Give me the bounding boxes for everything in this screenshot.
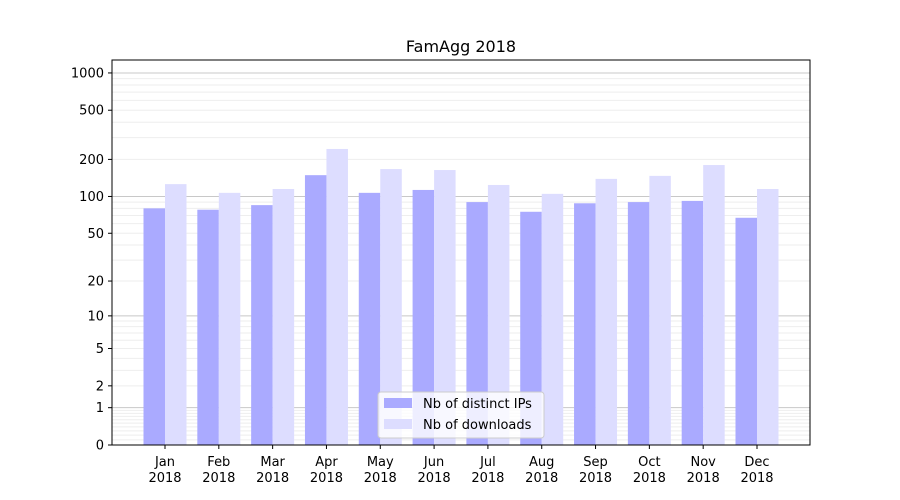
legend-swatch-ips (384, 398, 412, 408)
bar-ips (197, 209, 219, 445)
bar-ips (251, 205, 273, 445)
legend-label-ips: Nb of distinct IPs (423, 397, 532, 412)
y-tick-label: 10 (87, 309, 104, 324)
legend-label-downloads: Nb of downloads (423, 418, 532, 433)
bar-downloads (541, 193, 564, 445)
x-tick-label: Nov (690, 455, 716, 470)
bar-ips (143, 208, 165, 445)
bar-downloads (757, 189, 779, 445)
x-tick-label: Feb (207, 455, 230, 470)
x-tick-label: Dec (744, 455, 769, 470)
legend-frame (377, 391, 545, 439)
x-tick-label: Jun (423, 455, 444, 470)
bar-downloads (165, 184, 187, 445)
x-tick-label: 2018 (525, 471, 558, 486)
x-axis: Jan2018Feb2018Mar2018Apr2018May2018Jun20… (148, 445, 774, 486)
bars (143, 148, 779, 446)
bar-downloads (272, 189, 295, 445)
bar-ips (520, 211, 542, 445)
bar-ips (466, 202, 488, 445)
x-tick-label: Aug (529, 455, 554, 470)
bar-downloads (595, 178, 618, 445)
x-tick-label: May (367, 455, 394, 470)
bar-downloads (703, 165, 725, 445)
plot-frame (111, 59, 811, 446)
y-tick-label: 100 (79, 190, 104, 205)
x-tick-label: 2018 (633, 471, 666, 486)
y-tick-label: 200 (79, 153, 104, 168)
y-tick-label: 1 (96, 401, 104, 416)
x-tick-label: 2018 (471, 471, 504, 486)
bar-ips (627, 202, 650, 445)
x-tick-label: 2018 (364, 471, 397, 486)
x-tick-label: 2018 (687, 471, 720, 486)
x-tick-label: Jul (479, 455, 496, 470)
y-tick-label: 5 (96, 342, 104, 357)
x-tick-label: 2018 (148, 471, 181, 486)
legend-swatch-downloads (384, 419, 412, 429)
bar-downloads (326, 148, 348, 445)
x-tick-label: Apr (315, 455, 338, 470)
x-tick-label: Jan (154, 455, 175, 470)
bar-downloads (380, 169, 402, 445)
x-tick-label: 2018 (310, 471, 343, 486)
y-tick-label: 20 (87, 275, 104, 290)
bar-downloads (487, 184, 510, 445)
bar-downloads (218, 192, 241, 445)
x-tick-label: 2018 (202, 471, 235, 486)
x-tick-label: Mar (260, 455, 285, 470)
x-tick-label: 2018 (579, 471, 612, 486)
chart-title: FamAgg 2018 (406, 37, 516, 56)
x-tick-label: 2018 (740, 471, 773, 486)
y-axis: 0 1 2 5 10 20 50 100 200 500 1000 (71, 66, 112, 454)
y-tick-label: 1000 (71, 66, 104, 81)
x-tick-label: Oct (638, 455, 660, 470)
y-tick-label: 50 (87, 227, 104, 242)
x-tick-label: Sep (583, 455, 608, 470)
bar-downloads (649, 175, 671, 445)
bar-downloads (434, 170, 456, 446)
bar-ips (412, 189, 435, 445)
y-tick-label: 0 (96, 439, 104, 454)
x-tick-label: 2018 (256, 471, 289, 486)
bar-ips (304, 175, 327, 446)
bar-ips (574, 203, 596, 445)
bar-ips (735, 217, 757, 445)
y-tick-label: 2 (96, 379, 104, 394)
legend: Nb of distinct IPs Nb of downloads (377, 391, 545, 439)
x-tick-label: 2018 (418, 471, 451, 486)
bar-ips (681, 200, 704, 445)
y-tick-label: 500 (79, 104, 104, 119)
bar-ips (358, 192, 381, 445)
